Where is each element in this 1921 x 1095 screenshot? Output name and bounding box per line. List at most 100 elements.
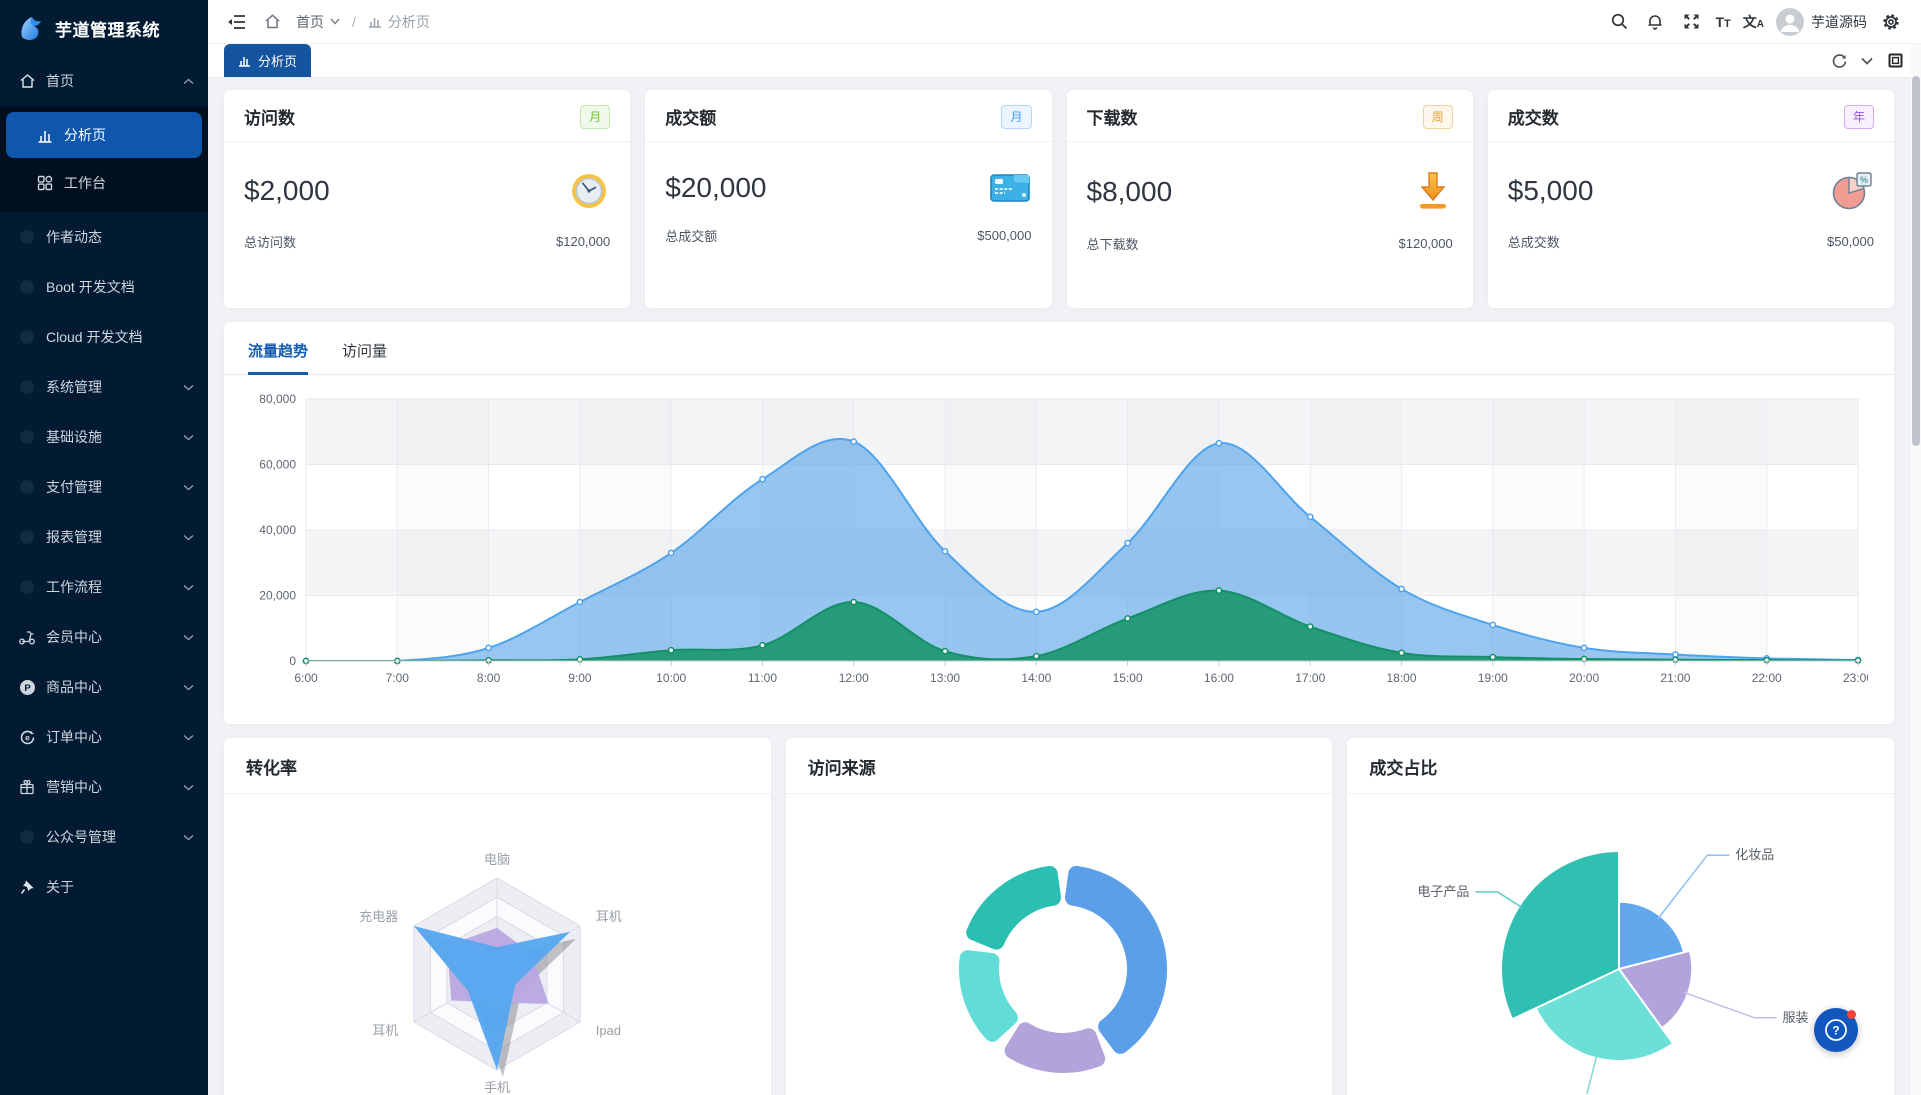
- bar-chart-icon: [239, 56, 250, 67]
- svg-text:充电器: 充电器: [359, 909, 398, 924]
- chevron-up-icon: [183, 78, 194, 85]
- top-navbar: 首页 / 分析页 TT 文A: [208, 0, 1921, 44]
- bar-chart-icon: [368, 18, 381, 28]
- card-title: 访问来源: [785, 738, 1333, 794]
- caret-down-icon: [330, 18, 340, 25]
- scrollbar-thumb[interactable]: [1912, 76, 1920, 446]
- sidebar-item-会员中心[interactable]: 会员中心: [0, 612, 208, 662]
- svg-text:8:00: 8:00: [477, 671, 501, 685]
- notification-dot: [1847, 1010, 1856, 1019]
- chevron-down-icon: [183, 484, 194, 491]
- vertical-scrollbar[interactable]: [1911, 44, 1921, 1095]
- donut-chart: [786, 794, 1333, 1094]
- user-menu[interactable]: 芋道源码: [1776, 7, 1867, 36]
- sidebar-item-首页[interactable]: 首页: [0, 56, 208, 106]
- card-title: 转化率: [224, 738, 771, 794]
- svg-text:15:00: 15:00: [1113, 671, 1143, 685]
- circle-p-icon: P: [18, 678, 36, 696]
- sidebar-item-工作流程[interactable]: 工作流程: [0, 562, 208, 612]
- sidebar-item-作者动态[interactable]: 作者动态: [0, 212, 208, 262]
- chevron-down-icon: [183, 434, 194, 441]
- logo-icon: [16, 13, 46, 43]
- dot-icon: [18, 378, 36, 396]
- sidebar-item-系统管理[interactable]: 系统管理: [0, 362, 208, 412]
- svg-text:18:00: 18:00: [1387, 671, 1417, 685]
- svg-text:10:00: 10:00: [656, 671, 686, 685]
- home-icon[interactable]: [260, 10, 284, 34]
- svg-text:7:00: 7:00: [386, 671, 410, 685]
- stat-value: $20,000: [665, 172, 767, 203]
- tab-visit-volume[interactable]: 访问量: [342, 343, 388, 360]
- app-logo[interactable]: 芋道管理系统: [0, 0, 208, 56]
- sidebar-submenu: 分析页 工作台: [0, 106, 208, 212]
- question-mark-icon: ?: [1825, 1019, 1847, 1041]
- dot-icon: [18, 228, 36, 246]
- stat-footer-label: 总成交额: [665, 229, 718, 244]
- svg-text:11:00: 11:00: [748, 671, 777, 685]
- tab-traffic-trend[interactable]: 流量趋势: [248, 340, 309, 375]
- svg-text:19:00: 19:00: [1478, 671, 1508, 685]
- sidebar-item-基础设施[interactable]: 基础设施: [0, 412, 208, 462]
- card-title: 成交占比: [1347, 738, 1895, 794]
- bottom-cards-row: 转化率 电脑 耳机 Ipad 手机 耳机 充电器 访问来源 成交占比 化妆品 服装 电子产品: [224, 738, 1895, 1095]
- tab-actions-chevron-icon[interactable]: [1855, 49, 1879, 73]
- period-badge: 周: [1422, 104, 1453, 129]
- collapse-sidebar-icon[interactable]: [224, 10, 248, 34]
- fullscreen-icon[interactable]: [1679, 10, 1703, 34]
- stat-card-visits: 访问数 月 $2,000 总访问数: [224, 90, 631, 308]
- svg-text:20:00: 20:00: [1569, 671, 1599, 685]
- stat-card-downloads: 下载数 周 $8,000 总下载数: [1066, 90, 1473, 308]
- area-chart: 0 20,000 40,000 60,000 80,000 6:00 7:00 8:00 9:0…: [224, 375, 1894, 689]
- settings-gear-icon[interactable]: [1879, 10, 1903, 34]
- search-icon[interactable]: [1607, 10, 1631, 34]
- stat-footer-label: 总访问数: [244, 235, 297, 250]
- sidebar: 芋道管理系统 首页 分析页 工作台 作者动态 Boot 开发文档 Cloud 开发文档 系统…: [0, 0, 208, 1095]
- language-icon[interactable]: 文A: [1742, 13, 1764, 30]
- maximize-icon[interactable]: [1883, 49, 1907, 73]
- svg-text:化妆品: 化妆品: [1736, 847, 1775, 862]
- scooter-icon: [18, 628, 36, 646]
- stat-title: 下载数: [1086, 109, 1138, 128]
- sidebar-item-报表管理[interactable]: 报表管理: [0, 512, 208, 562]
- chevron-down-icon: [183, 584, 194, 591]
- notification-bell-icon[interactable]: [1643, 10, 1667, 34]
- sidebar-item-公众号管理[interactable]: 公众号管理: [0, 812, 208, 862]
- breadcrumb-home[interactable]: 首页: [296, 12, 340, 32]
- stat-value: $8,000: [1086, 176, 1173, 207]
- sidebar-item-支付管理[interactable]: 支付管理: [0, 462, 208, 512]
- stat-footer-value: $50,000: [1827, 234, 1874, 249]
- circle-e-icon: e: [18, 728, 36, 746]
- font-size-icon[interactable]: TT: [1715, 13, 1731, 30]
- svg-text:60,000: 60,000: [259, 458, 296, 472]
- refresh-icon[interactable]: [1827, 49, 1851, 73]
- sidebar-item-商品中心[interactable]: P 商品中心: [0, 662, 208, 712]
- tab-analysis-page[interactable]: 分析页: [224, 44, 312, 77]
- svg-text:电脑: 电脑: [484, 852, 510, 867]
- svg-text:23:00: 23:00: [1843, 671, 1868, 685]
- chevron-down-icon: [183, 534, 194, 541]
- dot-icon: [18, 478, 36, 496]
- chevron-down-icon: [183, 734, 194, 741]
- download-icon: [1413, 170, 1453, 214]
- sidebar-item-分析页[interactable]: 分析页: [6, 112, 202, 158]
- app-title: 芋道管理系统: [55, 20, 160, 40]
- dot-icon: [18, 528, 36, 546]
- sidebar-item-订单中心[interactable]: e 订单中心: [0, 712, 208, 762]
- dot-icon: [18, 828, 36, 846]
- svg-text:6:00: 6:00: [294, 671, 318, 685]
- chevron-down-icon: [183, 834, 194, 841]
- sidebar-item-Boot 开发文档[interactable]: Boot 开发文档: [0, 262, 208, 312]
- svg-text:22:00: 22:00: [1752, 671, 1782, 685]
- pie-chart-icon: %: [1830, 170, 1874, 212]
- help-button[interactable]: ?: [1814, 1008, 1858, 1052]
- sidebar-item-营销中心[interactable]: 营销中心: [0, 762, 208, 812]
- sidebar-item-关于[interactable]: 关于: [0, 862, 208, 912]
- stat-footer-value: $120,000: [1398, 236, 1453, 251]
- clock-icon: [568, 170, 610, 212]
- svg-text:14:00: 14:00: [1021, 671, 1051, 685]
- dot-icon: [18, 278, 36, 296]
- traffic-trend-card: 流量趋势 访问量 0 20,000 40,000 60,000 80,000 6:00 7:…: [224, 322, 1894, 724]
- svg-text:e: e: [25, 732, 30, 742]
- sidebar-item-工作台[interactable]: 工作台: [6, 160, 202, 206]
- sidebar-item-Cloud 开发文档[interactable]: Cloud 开发文档: [0, 312, 208, 362]
